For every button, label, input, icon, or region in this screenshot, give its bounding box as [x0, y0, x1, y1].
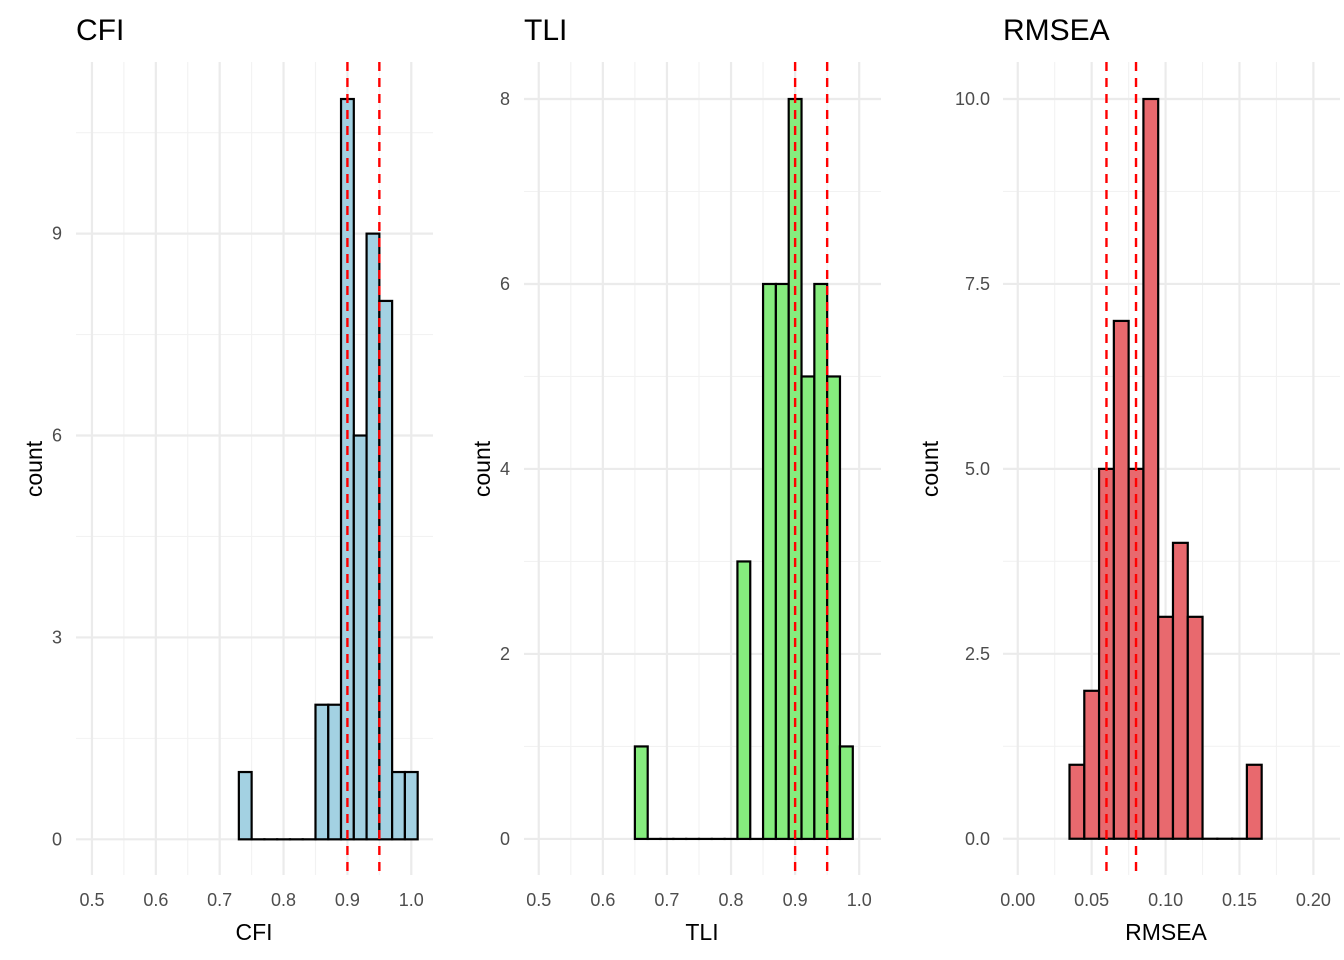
- y-axis-label: count: [21, 440, 47, 497]
- x-tick-label: 0.8: [719, 890, 744, 910]
- histogram-bar: [352, 434, 368, 841]
- histogram-bar: [365, 232, 381, 841]
- histogram-bar: [1142, 97, 1160, 840]
- histogram-bar: [1083, 689, 1101, 840]
- histogram-bar: [327, 703, 343, 841]
- histogram-bars: [633, 97, 854, 841]
- histogram-bar: [1068, 763, 1086, 840]
- y-tick-label: 2.5: [965, 644, 990, 664]
- x-axis-label: CFI: [235, 919, 272, 945]
- histogram-bar: [403, 770, 419, 841]
- histogram-bar: [1171, 541, 1189, 840]
- histogram-bar: [633, 745, 649, 841]
- x-tick-label: 0.20: [1296, 890, 1331, 910]
- x-tick-label: 1.0: [847, 890, 872, 910]
- histogram-bar: [1112, 319, 1130, 840]
- panel-rmsea: RMSEA RMSEA count 0.00 0.05 0.10 0.15 0.20 0.…: [917, 14, 1340, 945]
- y-tick-label: 6: [500, 274, 510, 294]
- x-tick-label: 0.7: [654, 890, 679, 910]
- x-tick-label: 0.9: [783, 890, 808, 910]
- panel-cfi: CFI CFI count 0.5 0.6 0.7 0.8 0.9 1.0 0 3 6 9: [21, 14, 433, 945]
- histogram-bar: [1186, 615, 1204, 840]
- panel-title: RMSEA: [1003, 14, 1110, 47]
- x-tick-label: 0.5: [79, 890, 104, 910]
- x-tick-label: 0.8: [271, 890, 296, 910]
- y-tick-label: 7.5: [965, 274, 990, 294]
- x-axis-label: TLI: [685, 919, 718, 945]
- histogram-bar: [1245, 763, 1263, 840]
- histogram-bar: [314, 703, 330, 841]
- histogram-bar: [391, 770, 406, 841]
- y-tick-label: 4: [500, 459, 510, 479]
- x-tick-label: 0.6: [143, 890, 168, 910]
- histogram-bars: [237, 97, 419, 841]
- histogram-bar: [838, 745, 854, 841]
- x-tick-label: 0.10: [1148, 890, 1183, 910]
- histogram-bar: [378, 299, 394, 841]
- y-axis-label: count: [469, 440, 495, 497]
- histogram-bar: [800, 375, 816, 841]
- y-tick-label: 9: [52, 224, 62, 244]
- y-tick-label: 2: [500, 644, 510, 664]
- y-tick-label: 0: [52, 829, 62, 849]
- x-tick-label: 0.7: [207, 890, 232, 910]
- y-tick-label: 8: [500, 89, 510, 109]
- histogram-bar: [1157, 615, 1175, 840]
- y-tick-label: 0.0: [965, 829, 990, 849]
- histogram-bar: [736, 560, 752, 841]
- x-tick-label: 0.00: [1000, 890, 1035, 910]
- x-tick-label: 0.05: [1074, 890, 1109, 910]
- y-tick-label: 6: [52, 426, 62, 446]
- histogram-bar: [826, 375, 842, 841]
- histogram-bar: [813, 282, 829, 841]
- x-tick-label: 0.6: [590, 890, 615, 910]
- histogram-bar: [237, 770, 253, 841]
- x-axis-label: RMSEA: [1125, 919, 1207, 945]
- histogram-bar: [761, 282, 777, 841]
- panel-tli: TLI TLI count 0.5 0.6 0.7 0.8 0.9 1.0 0 2 4 6 8: [469, 14, 881, 945]
- y-tick-label: 0: [500, 829, 510, 849]
- panel-title: TLI: [524, 14, 567, 47]
- x-tick-label: 0.15: [1222, 890, 1257, 910]
- y-tick-label: 3: [52, 627, 62, 647]
- histogram-bar: [774, 282, 790, 841]
- x-tick-label: 0.5: [526, 890, 551, 910]
- y-tick-label: 10.0: [955, 89, 990, 109]
- x-tick-label: 0.9: [335, 890, 360, 910]
- y-tick-label: 5.0: [965, 459, 990, 479]
- panel-title: CFI: [76, 14, 124, 47]
- y-axis-label: count: [917, 440, 943, 497]
- x-tick-label: 1.0: [399, 890, 424, 910]
